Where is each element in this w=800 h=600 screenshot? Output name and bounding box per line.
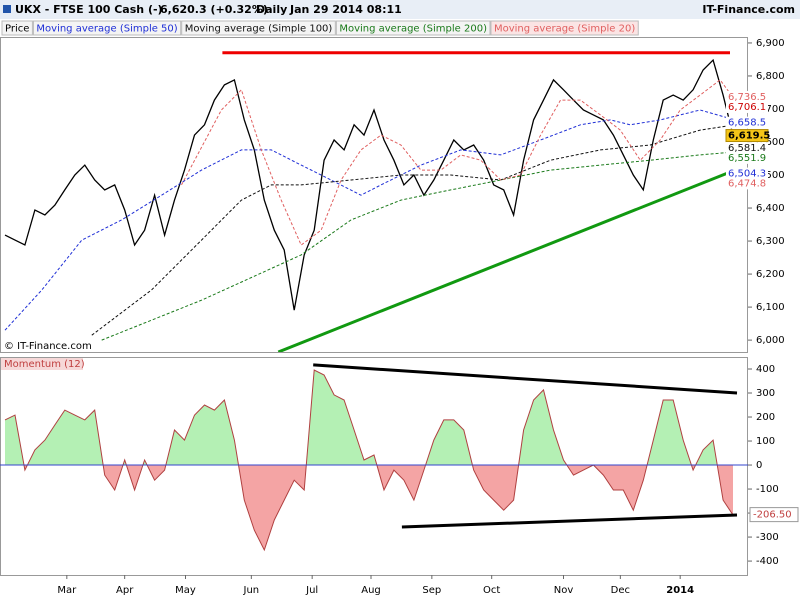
legend-box — [32, 20, 182, 36]
price-label: 6,706.1 — [728, 102, 766, 113]
price-label-bg — [726, 100, 768, 113]
momentum-title: Momentum (12) — [4, 359, 85, 370]
y-tick-label: -400 — [756, 556, 779, 567]
x-tick-label: 2014 — [666, 585, 694, 596]
y-tick-label: 400 — [756, 364, 775, 375]
y-tick-label: 6,000 — [756, 335, 785, 346]
price-label: 6,551.9 — [728, 153, 766, 164]
last-value-label: -206.50 — [753, 510, 792, 521]
x-tick-label: Jul — [305, 585, 318, 596]
price-label: 6,736.5 — [728, 92, 766, 103]
legend-box — [490, 20, 639, 36]
y-tick-label: -100 — [756, 484, 779, 495]
moving-average — [4, 109, 736, 331]
y-tick-label: 6,300 — [756, 236, 785, 247]
y-tick-label: 6,500 — [756, 170, 785, 181]
price-label: 6,504.3 — [728, 169, 766, 180]
y-tick-label: 200 — [756, 412, 775, 423]
legend-item: Moving average (Simple 200) — [335, 20, 491, 36]
legend-label: Moving average (Simple 200) — [339, 24, 487, 35]
price-label: 6,474.8 — [728, 178, 766, 189]
price-label: 6,658.5 — [728, 118, 766, 129]
price-panel-frame — [0, 37, 748, 353]
legend-box — [1, 20, 33, 36]
x-tick-label: Oct — [483, 585, 500, 596]
header-icon — [3, 5, 11, 13]
legend-box — [181, 20, 336, 36]
price-line — [4, 58, 734, 311]
legend-item: Moving average (Simple 20) — [490, 20, 639, 36]
price-label-bg — [726, 167, 768, 180]
legend-label: Moving average (Simple 100) — [185, 24, 333, 35]
y-tick-label: 6,900 — [756, 38, 785, 49]
y-tick-label: 6,400 — [756, 203, 785, 214]
y-tick-label: 6,800 — [756, 71, 785, 82]
legend-label: Moving average (Simple 50) — [36, 24, 177, 35]
price-label-bg — [726, 116, 768, 129]
x-tick-label: Jun — [243, 585, 260, 596]
x-tick-label: May — [175, 585, 196, 596]
x-tick-label: Sep — [422, 585, 441, 596]
moving-average — [91, 124, 736, 336]
y-tick-label: 6,600 — [756, 137, 785, 148]
y-tick-label: 100 — [756, 436, 775, 447]
moving-average — [181, 79, 736, 246]
quote: 6,620.3 (+0.32%) — [160, 3, 268, 16]
symbol: UKX - FTSE 100 Cash (-) — [15, 3, 163, 16]
last-value-bg — [749, 507, 799, 523]
price-label-bg — [726, 90, 768, 103]
brand: IT-Finance.com — [702, 3, 795, 16]
y-tick-label: 6,100 — [756, 302, 785, 313]
price-label: 6,619.5 — [728, 131, 770, 142]
watermark: © IT-Finance.com — [4, 341, 92, 352]
price-label-bg — [726, 151, 768, 164]
x-tick-label: Aug — [361, 585, 381, 596]
momentum-panel-frame — [0, 357, 748, 576]
period: Daily — [256, 3, 287, 16]
price-label-bg — [725, 129, 769, 143]
y-tick-label: 6,700 — [756, 104, 785, 115]
price-label-bg — [726, 177, 768, 190]
moving-average — [101, 151, 736, 341]
y-tick-label: 0 — [756, 460, 762, 471]
y-tick-label: 300 — [756, 388, 775, 399]
header-bar — [0, 0, 800, 19]
legend-item: Moving average (Simple 100) — [181, 20, 336, 36]
momentum-area-positive — [5, 370, 718, 466]
legend-item: Moving average (Simple 50) — [32, 20, 182, 36]
x-tick-label: Apr — [116, 585, 134, 596]
legend-item: Price — [1, 20, 33, 36]
trend-line — [277, 168, 736, 352]
x-tick-label: Dec — [611, 585, 630, 596]
timestamp: Jan 29 2014 08:11 — [289, 3, 402, 16]
trend-line — [401, 513, 738, 529]
x-tick-label: Mar — [57, 585, 77, 596]
price-label: 6,581.4 — [728, 143, 766, 154]
legend-box — [335, 20, 491, 36]
price-label-bg — [726, 142, 768, 155]
legend-label: Price — [5, 24, 29, 35]
y-tick-label: -300 — [756, 532, 779, 543]
y-tick-label: 6,200 — [756, 269, 785, 280]
legend-label: Moving average (Simple 20) — [494, 24, 635, 35]
x-tick-label: Nov — [554, 585, 574, 596]
momentum-title-bg — [1, 358, 83, 370]
trend-line — [313, 363, 738, 395]
